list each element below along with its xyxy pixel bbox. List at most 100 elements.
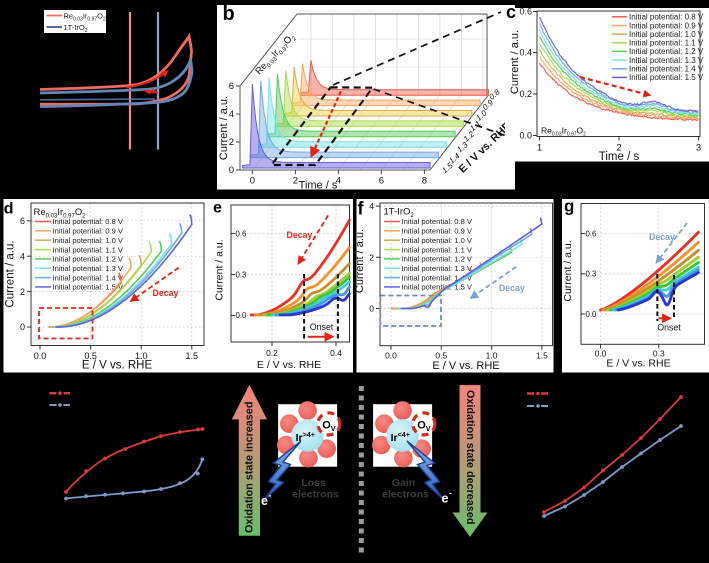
- svg-text:0.6: 0.6: [519, 7, 532, 17]
- svg-text:1.0: 1.0: [135, 351, 148, 361]
- svg-text:Decay: Decay: [153, 288, 179, 298]
- svg-text:Initial potential: 1.5 V: Initial potential: 1.5 V: [402, 283, 473, 292]
- svg-text:1: 1: [537, 143, 542, 154]
- svg-text:0.4: 0.4: [519, 48, 532, 58]
- svg-text:Decay: Decay: [649, 232, 675, 242]
- svg-text:1T-IrO2: 1T-IrO2: [64, 23, 88, 34]
- svg-text:0.0: 0.0: [34, 351, 47, 361]
- svg-text:c: c: [506, 2, 516, 22]
- svg-text:Time / s: Time / s: [599, 151, 640, 163]
- svg-text:Decay: Decay: [499, 283, 525, 293]
- svg-text:0: 0: [20, 322, 25, 332]
- svg-text:Initial potential: 1.5 V: Initial potential: 1.5 V: [53, 283, 124, 292]
- svg-text:6: 6: [20, 216, 25, 226]
- svg-text:Current / a.u.: Current / a.u.: [509, 30, 521, 94]
- svg-text:e: e: [261, 494, 268, 508]
- svg-text:E / V vs. RHE: E / V vs. RHE: [606, 358, 670, 370]
- svg-text:e: e: [213, 200, 222, 217]
- svg-text:Initial potential: 1.1 V: Initial potential: 1.1 V: [629, 39, 704, 48]
- svg-text:Initial potential: 1.2 V: Initial potential: 1.2 V: [53, 255, 124, 264]
- svg-text:0.0: 0.0: [519, 131, 532, 141]
- svg-text:Gain: Gain: [392, 477, 415, 489]
- svg-text:Current / a.u.: Current / a.u.: [354, 229, 366, 293]
- svg-text:Onset: Onset: [310, 322, 334, 332]
- svg-text:2: 2: [229, 137, 234, 148]
- svg-text:Current / a.u.: Current / a.u.: [5, 240, 17, 307]
- svg-text:Current / a.u.: Current / a.u.: [562, 240, 574, 301]
- svg-text:Current / a.u.: Current / a.u.: [214, 239, 226, 300]
- svg-text:Initial potential: 1.3 V: Initial potential: 1.3 V: [402, 264, 473, 273]
- svg-text:Initial potential: 1.5 V: Initial potential: 1.5 V: [629, 73, 704, 82]
- svg-text:f: f: [358, 199, 365, 219]
- svg-text:4: 4: [20, 251, 25, 261]
- svg-text:4: 4: [336, 176, 341, 187]
- svg-text:4: 4: [369, 201, 374, 211]
- svg-text:0.6: 0.6: [586, 229, 597, 238]
- svg-text:electrons: electrons: [292, 489, 339, 501]
- svg-text:Time / s: Time / s: [299, 180, 338, 192]
- svg-text:0: 0: [369, 304, 374, 314]
- svg-text:0.3: 0.3: [653, 348, 665, 358]
- svg-text:Initial potential: 1.3 V: Initial potential: 1.3 V: [53, 264, 124, 273]
- svg-text:0.0: 0.0: [595, 348, 607, 358]
- svg-text:Initial potential: 1.0 V: Initial potential: 1.0 V: [629, 30, 704, 39]
- svg-text:Initial potential: 0.8 V: Initial potential: 0.8 V: [53, 217, 124, 226]
- svg-text:d: d: [4, 201, 14, 218]
- svg-text:0.6: 0.6: [236, 229, 247, 238]
- svg-text:1T-IrO2: 1T-IrO2: [384, 207, 415, 219]
- svg-text:0.0: 0.0: [385, 351, 397, 361]
- svg-text:E / V vs. RHE: E / V vs. RHE: [82, 360, 153, 372]
- svg-text:4: 4: [229, 109, 234, 120]
- svg-text:Initial potential: 0.9 V: Initial potential: 0.9 V: [629, 21, 704, 30]
- svg-text:Oxidation state increased: Oxidation state increased: [244, 402, 256, 533]
- svg-text:2: 2: [293, 176, 298, 187]
- svg-text:0.0: 0.0: [586, 310, 598, 319]
- svg-text:Onset: Onset: [657, 323, 681, 333]
- svg-text:E / V vs. RHE: E / V vs. RHE: [257, 359, 321, 371]
- svg-text:Re0.03Ir0.97O2: Re0.03Ir0.97O2: [64, 12, 107, 23]
- svg-text:0: 0: [250, 176, 255, 187]
- svg-text:1.0: 1.0: [486, 351, 498, 361]
- svg-text:0.5: 0.5: [435, 351, 447, 361]
- svg-text:0.5: 0.5: [84, 351, 97, 361]
- svg-text:Initial potential: 1.4 V: Initial potential: 1.4 V: [402, 273, 473, 282]
- svg-text:1.5: 1.5: [536, 351, 548, 361]
- svg-text:6: 6: [379, 176, 384, 187]
- svg-text:Initial potential: 1.0 V: Initial potential: 1.0 V: [402, 236, 473, 245]
- svg-text:-: -: [269, 491, 272, 501]
- svg-text:Decay: Decay: [287, 230, 313, 240]
- svg-text:0.3: 0.3: [586, 270, 597, 279]
- svg-text:2: 2: [616, 143, 621, 154]
- svg-text:3: 3: [696, 143, 701, 154]
- svg-text:electrons: electrons: [382, 489, 429, 501]
- svg-text:Initial potential: 1.3 V: Initial potential: 1.3 V: [629, 56, 704, 65]
- svg-text:-: -: [449, 488, 452, 498]
- svg-text:b: b: [223, 3, 235, 25]
- svg-text:Initial potential: 1.1 V: Initial potential: 1.1 V: [53, 245, 124, 254]
- svg-text:Initial potential: 0.8 V: Initial potential: 0.8 V: [629, 13, 704, 22]
- svg-text:2: 2: [20, 287, 25, 297]
- svg-text:Initial potential: 0.8 V: Initial potential: 0.8 V: [402, 217, 473, 226]
- svg-text:8: 8: [422, 176, 427, 187]
- svg-text:0.2: 0.2: [266, 348, 278, 358]
- svg-text:Initial potential: 0.9 V: Initial potential: 0.9 V: [53, 227, 124, 236]
- svg-text:Current / a.u.: Current / a.u.: [218, 96, 230, 160]
- svg-text:Initial potential: 1.1 V: Initial potential: 1.1 V: [402, 245, 473, 254]
- svg-text:0.2: 0.2: [519, 89, 532, 99]
- svg-text:Loss: Loss: [301, 477, 326, 489]
- svg-text:2: 2: [369, 252, 374, 262]
- svg-text:0: 0: [229, 165, 234, 176]
- svg-text:Initial potential: 0.9 V: Initial potential: 0.9 V: [402, 227, 473, 236]
- svg-text:1.5: 1.5: [186, 351, 199, 361]
- svg-text:Initial potential: 1.2 V: Initial potential: 1.2 V: [402, 255, 473, 264]
- svg-text:6: 6: [229, 81, 234, 92]
- svg-text:g: g: [564, 197, 574, 216]
- svg-text:E / V vs. RHE: E / V vs. RHE: [432, 360, 499, 372]
- svg-text:e: e: [442, 492, 449, 506]
- svg-text:Oxidation state decreased: Oxidation state decreased: [464, 390, 476, 524]
- svg-text:Initial potential: 1.2 V: Initial potential: 1.2 V: [629, 47, 704, 56]
- svg-text:0.0: 0.0: [236, 311, 248, 320]
- svg-text:0.3: 0.3: [236, 270, 247, 279]
- svg-text:Initial potential: 1.4 V: Initial potential: 1.4 V: [629, 65, 704, 74]
- svg-text:Initial potential: 1.4 V: Initial potential: 1.4 V: [53, 273, 124, 282]
